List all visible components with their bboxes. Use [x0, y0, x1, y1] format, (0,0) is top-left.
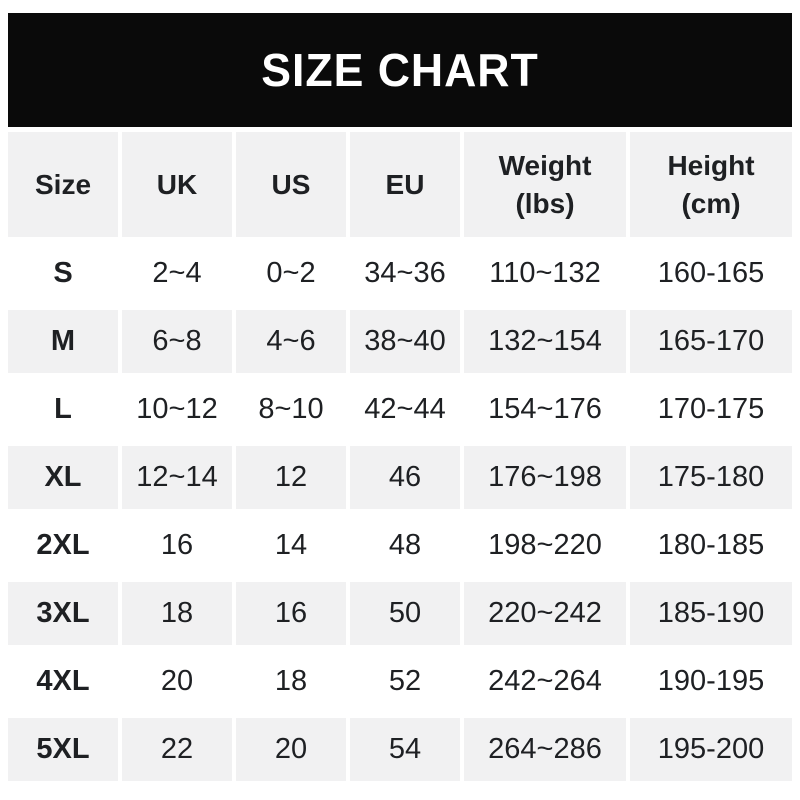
size-cell: 5XL — [8, 718, 118, 781]
table-cell: 190-195 — [630, 650, 792, 713]
size-table: Size UK US EU Weight (lbs) — [4, 127, 796, 786]
header-label: EU — [385, 168, 425, 200]
table-cell: 54 — [350, 718, 460, 781]
table-cell: 48 — [350, 514, 460, 577]
size-cell: S — [8, 242, 118, 305]
table-cell: 4~6 — [236, 310, 346, 373]
table-cell: 46 — [350, 446, 460, 509]
table-row-s: S 2~4 0~2 34~36 110~132 160-165 — [8, 242, 792, 305]
table-row-4xl: 4XL 20 18 52 242~264 190-195 — [8, 650, 792, 713]
table-header: Size UK US EU Weight (lbs) — [8, 132, 792, 237]
table-cell: 22 — [122, 718, 232, 781]
header-cell-uk: UK — [122, 132, 232, 237]
header-label: Height — [667, 149, 755, 181]
table-cell: 176~198 — [464, 446, 626, 509]
table-row-xl: XL 12~14 12 46 176~198 175-180 — [8, 446, 792, 509]
header-cell-us: US — [236, 132, 346, 237]
size-cell: L — [8, 378, 118, 441]
table-cell: 50 — [350, 582, 460, 645]
table-cell: 38~40 — [350, 310, 460, 373]
table-cell: 264~286 — [464, 718, 626, 781]
table-cell: 6~8 — [122, 310, 232, 373]
size-cell: M — [8, 310, 118, 373]
table-row-m: M 6~8 4~6 38~40 132~154 165-170 — [8, 310, 792, 373]
table-cell: 110~132 — [464, 242, 626, 305]
table-row-2xl: 2XL 16 14 48 198~220 180-185 — [8, 514, 792, 577]
table-cell: 0~2 — [236, 242, 346, 305]
header-row: Size UK US EU Weight (lbs) — [8, 132, 792, 237]
table-cell: 20 — [122, 650, 232, 713]
table-cell: 8~10 — [236, 378, 346, 441]
header-cell-size: Size — [8, 132, 118, 237]
table-cell: 42~44 — [350, 378, 460, 441]
header-label: US — [271, 168, 311, 200]
header-sublabel: (cm) — [681, 187, 741, 219]
header-cell-weight: Weight (lbs) — [464, 132, 626, 237]
header-sublabel: (lbs) — [515, 187, 575, 219]
table-cell: 185-190 — [630, 582, 792, 645]
size-chart-banner: SIZE CHART — [8, 13, 792, 127]
table-cell: 2~4 — [122, 242, 232, 305]
table-cell: 220~242 — [464, 582, 626, 645]
table-row-l: L 10~12 8~10 42~44 154~176 170-175 — [8, 378, 792, 441]
table-cell: 132~154 — [464, 310, 626, 373]
table-cell: 14 — [236, 514, 346, 577]
header-label: Weight — [498, 149, 592, 181]
table-cell: 20 — [236, 718, 346, 781]
header-label: Size — [34, 168, 92, 200]
table-body: S 2~4 0~2 34~36 110~132 160-165 M 6~8 4~… — [8, 242, 792, 781]
page-title: SIZE CHART — [261, 44, 539, 96]
table-cell: 12~14 — [122, 446, 232, 509]
size-cell: 3XL — [8, 582, 118, 645]
table-cell: 18 — [122, 582, 232, 645]
table-cell: 12 — [236, 446, 346, 509]
table-cell: 242~264 — [464, 650, 626, 713]
table-cell: 34~36 — [350, 242, 460, 305]
table-row-3xl: 3XL 18 16 50 220~242 185-190 — [8, 582, 792, 645]
table-cell: 16 — [122, 514, 232, 577]
table-cell: 18 — [236, 650, 346, 713]
header-cell-height: Height (cm) — [630, 132, 792, 237]
table-cell: 170-175 — [630, 378, 792, 441]
table-cell: 16 — [236, 582, 346, 645]
header-label: UK — [156, 168, 198, 200]
table-cell: 52 — [350, 650, 460, 713]
size-cell: 4XL — [8, 650, 118, 713]
table-cell: 10~12 — [122, 378, 232, 441]
table-cell: 165-170 — [630, 310, 792, 373]
table-row-5xl: 5XL 22 20 54 264~286 195-200 — [8, 718, 792, 781]
table-cell: 160-165 — [630, 242, 792, 305]
table-cell: 175-180 — [630, 446, 792, 509]
size-cell: 2XL — [8, 514, 118, 577]
size-cell: XL — [8, 446, 118, 509]
table-cell: 154~176 — [464, 378, 626, 441]
table-cell: 195-200 — [630, 718, 792, 781]
header-cell-eu: EU — [350, 132, 460, 237]
table-cell: 198~220 — [464, 514, 626, 577]
table-cell: 180-185 — [630, 514, 792, 577]
